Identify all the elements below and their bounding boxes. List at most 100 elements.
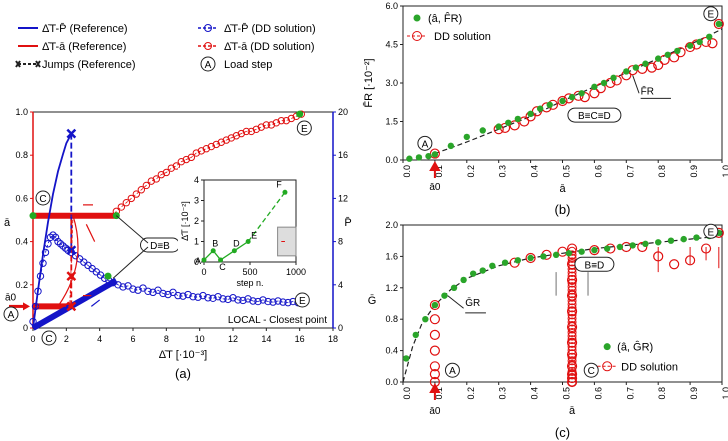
series-a-dd-point xyxy=(162,168,171,177)
panel-c-xtick-label: 0.7 xyxy=(625,387,635,400)
series-P-dd-point xyxy=(46,233,55,241)
inset-xtick-label: 0 xyxy=(201,267,206,277)
panel-c-dd-stack-point xyxy=(567,345,577,355)
panel-b-xlabel: ā xyxy=(559,183,566,195)
panel-c-dd-point xyxy=(429,299,440,311)
panel-c-xtick-label: 0.4 xyxy=(530,387,540,400)
point-label-C-lower: C xyxy=(45,334,52,345)
panel-c-dd-stack-point xyxy=(567,363,577,373)
legend-jumps-icon xyxy=(15,60,41,68)
panel-c-hat-point xyxy=(469,270,477,277)
panel-c-ytick-label: 1.6 xyxy=(385,251,398,261)
panel-b-hat-point xyxy=(591,83,598,91)
panel-c-point-E: E xyxy=(707,227,714,238)
series-a-dd-point xyxy=(287,114,296,123)
a0-arrow-head xyxy=(23,302,30,311)
panel-c-dd-point xyxy=(669,259,680,270)
series-P-dd-point xyxy=(124,282,132,290)
direction-arrow xyxy=(90,299,101,307)
inset-point xyxy=(218,257,224,263)
panel-c-dd-stack-point xyxy=(567,317,577,327)
inset-point xyxy=(210,248,216,254)
inset-point xyxy=(201,257,207,263)
panel-b-ytick-label: 6.0 xyxy=(385,1,398,11)
legend-label-2: Δ̄T-P̄ (DD solution) xyxy=(224,22,316,35)
inset-ytick-label: 0 xyxy=(194,257,199,267)
series-P-dd-point xyxy=(274,297,282,305)
panel-b-hat-point xyxy=(600,79,608,87)
panel-a-ytick-right-label: 4 xyxy=(338,280,343,290)
panel-b-hat-point xyxy=(706,33,713,40)
series-P-dd-point xyxy=(204,294,212,302)
legend-label-3: Δ̄T-ā (Reference) xyxy=(42,41,126,53)
panel-a-ylabel-left: ā xyxy=(4,217,11,229)
panel-c-dd-stack-point xyxy=(567,285,577,295)
series-P-dd-point xyxy=(39,259,47,267)
panel-c-hat-point xyxy=(412,331,419,339)
panel-c-dd-stack-point xyxy=(567,289,577,299)
inset-point-label: B xyxy=(212,239,218,249)
panel-c-hat-point xyxy=(578,248,585,255)
panel-a-xtick-label: 12 xyxy=(228,334,238,344)
panel-b-hat-point xyxy=(674,47,681,55)
panel-c-dd-stack-point xyxy=(567,328,577,338)
panel-c-dd-point xyxy=(589,245,600,256)
panel-b-point-A: A xyxy=(422,139,429,150)
panel-c-dd-stack-point xyxy=(567,275,577,285)
series-a-dd-point xyxy=(182,155,191,164)
panel-c: 0.0 0.1 0.2 0.3 0.4 0.5 0.6 0.7 0.8 0.9 1.0 0.0 0.4 0… xyxy=(368,220,728,440)
inset-point-label: F xyxy=(276,179,282,189)
panel-b-hat-point xyxy=(415,154,423,161)
series-a-dd-point xyxy=(142,181,151,190)
inset-ytick-label: 4 xyxy=(194,175,199,185)
panel-c-dd-stack-point xyxy=(567,313,577,323)
series-a-dd-point xyxy=(262,121,271,129)
panel-c-dd-point xyxy=(557,246,568,257)
panel-c-dd-stack-point xyxy=(567,324,577,334)
series-P-dd-point xyxy=(34,287,42,295)
point-label-D-B: D≡B xyxy=(150,241,170,252)
panel-c-dd-point xyxy=(429,314,440,325)
panel-c-dd-stack-point xyxy=(567,342,577,352)
panel-c-ytick-label: 0.4 xyxy=(385,346,398,356)
series-a-dd-point xyxy=(167,164,176,172)
panel-b-dd-point xyxy=(707,38,718,49)
panel-b-hat-point xyxy=(696,38,703,46)
panel-c-dd-stack-point xyxy=(567,271,577,281)
panel-a-xtick-label: 4 xyxy=(97,334,102,344)
panel-b-hat-point xyxy=(447,142,455,150)
panel-c-label: (c) xyxy=(555,425,570,440)
panel-c-ytick-label: 0.8 xyxy=(385,314,398,324)
panel-c-xtick-label: 0.3 xyxy=(498,387,508,400)
panel-c-dd-point xyxy=(525,252,536,264)
panel-b-curve-label: F̄R xyxy=(641,85,654,98)
legend-label-5: Jumps (Reference) xyxy=(42,59,136,71)
panel-c-legend-dd-marker xyxy=(602,361,613,372)
panel-b-point-BCD-frame xyxy=(567,107,622,123)
panel-b-ylabel: F̄R [·10⁻²] xyxy=(362,58,375,107)
panel-a-xtick-label: 0 xyxy=(30,334,35,344)
series-P-dd-point xyxy=(139,284,147,292)
panel-b-xtick-label: 0.7 xyxy=(625,165,635,178)
panel-b-ytick-label: 3.0 xyxy=(385,78,398,88)
panel-c-hat-point xyxy=(527,254,534,262)
panel-c-dd-point xyxy=(429,345,440,356)
series-P-dd-point xyxy=(164,290,172,299)
series-a-dd-point xyxy=(117,203,126,211)
series-P-dd-point xyxy=(284,298,292,307)
inset-mini-box xyxy=(277,226,297,257)
point-label-A: A xyxy=(8,310,15,321)
series-P-dd-point xyxy=(189,292,197,301)
panel-b-dd-point xyxy=(646,62,657,73)
panel-b-a0-arrow xyxy=(429,160,441,178)
series-P-dd-point xyxy=(229,294,237,302)
panel-c-a0-label: ā0 xyxy=(429,406,441,417)
series-a-dd-point xyxy=(192,149,201,157)
panel-c-dd-stack-point xyxy=(567,253,577,263)
panel-a-ytick-right-label: 12 xyxy=(338,193,348,203)
panel-a-ylabel-right: P̄ xyxy=(344,216,351,229)
inset-point-label: C xyxy=(219,262,226,272)
inset-point-label: D xyxy=(233,239,240,249)
series-P-dd-point xyxy=(269,298,277,306)
legend-label-4: Δ̄T-ā (DD solution) xyxy=(224,41,314,53)
